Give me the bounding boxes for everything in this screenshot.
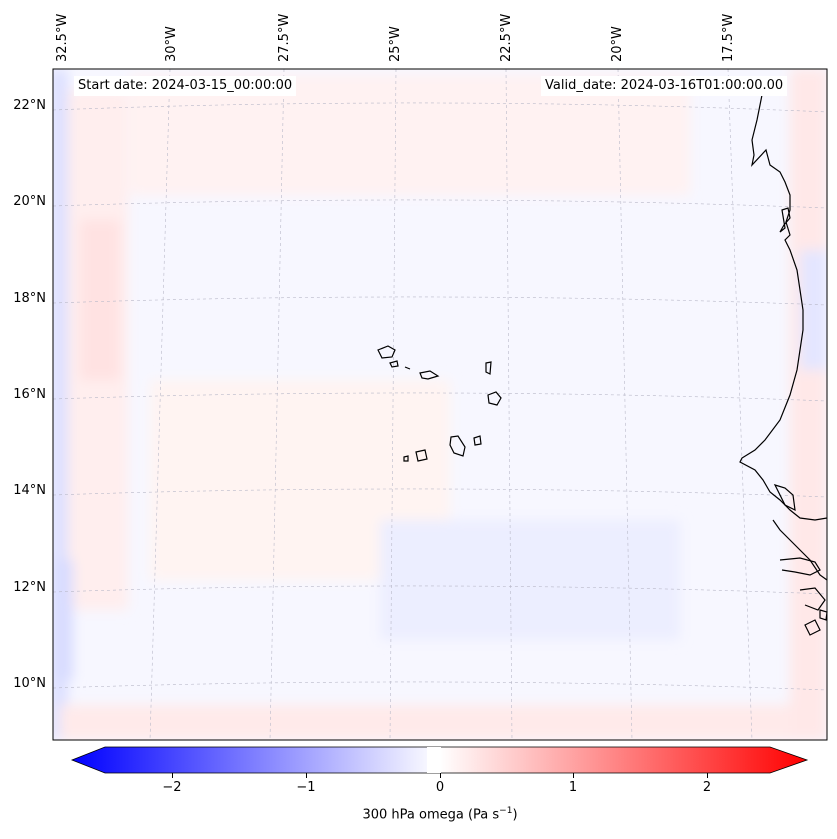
island-brava	[403, 455, 409, 462]
island-maio	[473, 435, 482, 446]
colorbar-tick-label: 1	[568, 780, 578, 795]
lat-label-18n: 18°N	[13, 291, 46, 306]
gridline-lon-27-5w	[269, 69, 285, 740]
gridline-lon-25w	[389, 69, 397, 740]
gridline-lat-20n	[53, 199, 827, 209]
coast-africa	[739, 89, 828, 521]
omega-pos-east-band	[790, 69, 827, 740]
coast-bissau	[799, 587, 826, 611]
lat-label-16n: 16°N	[13, 387, 46, 402]
colorbar-tickmark-2	[707, 773, 708, 778]
lat-label-20n: 20°N	[13, 194, 46, 209]
gridline-lat-22n	[53, 102, 827, 113]
colorbar-tick-label: 2	[702, 780, 712, 795]
colorbar-label: 300 hPa omega (Pa s−1)	[0, 806, 837, 822]
omega-neg-east-corner	[800, 250, 827, 370]
graticule	[53, 69, 827, 740]
island-boa-vista	[487, 391, 502, 406]
colorbar-tick-label: 0	[435, 780, 445, 795]
island-sal	[485, 361, 492, 375]
gridline-lat-16n	[53, 392, 827, 402]
island-sao-vicente	[389, 360, 399, 368]
coast-africa-south	[772, 519, 828, 581]
colorbar-tickmark-m1	[306, 773, 307, 778]
island-santa-luzia	[404, 366, 411, 370]
colorbar-tick-label: −1	[296, 780, 316, 795]
lat-label-22n: 22°N	[13, 98, 46, 113]
omega-field	[53, 69, 827, 740]
omega-neg-sw-corner	[53, 560, 73, 680]
coast-banc-arguin	[779, 207, 791, 233]
omega-neg-south	[380, 520, 680, 640]
gridline-lat-10n	[53, 681, 827, 691]
gridline-lat-18n	[53, 296, 827, 306]
colorbar-tick-label: −2	[162, 780, 182, 795]
gridline-lat-14n	[53, 488, 827, 498]
island-santo-antao	[377, 345, 396, 359]
omega-pos-south-edge	[60, 705, 827, 740]
island-fogo	[415, 449, 428, 462]
colorbar-label-text: 300 hPa omega (Pa s	[362, 807, 500, 823]
gridline-lon-30w	[149, 69, 171, 740]
gridline-lon-22-5w	[505, 69, 513, 740]
coast-dakar	[773, 484, 796, 512]
colorbar-tickmark-m2	[172, 773, 173, 778]
colorbar-tickmark-1	[573, 773, 574, 778]
island-santiago	[449, 435, 466, 457]
colorbar-label-unit-exponent: −1	[499, 806, 513, 816]
valid-date-label: Valid_date: 2024-03-16T01:00:00.00	[541, 76, 788, 96]
lat-label-10n: 10°N	[13, 676, 46, 691]
colorbar-tickmark-0	[440, 773, 441, 778]
gridline-lat-12n	[53, 585, 827, 595]
colorbar-white-center	[427, 747, 441, 773]
coastlines	[377, 89, 828, 636]
gridline-lon-20w	[617, 69, 633, 740]
gridline-lon-17-5w	[727, 69, 753, 740]
lat-label-12n: 12°N	[13, 580, 46, 595]
map-frame	[52, 68, 828, 741]
start-date-label: Start date: 2024-03-15_00:00:00	[74, 76, 297, 96]
colorbar-label-close: )	[512, 807, 518, 823]
coast-gambia	[779, 557, 821, 576]
coast-islands-east	[804, 609, 828, 636]
island-sao-nicolau	[419, 370, 440, 380]
lat-label-14n: 14°N	[13, 483, 46, 498]
colorbar	[70, 746, 809, 774]
omega-pos-west-core	[80, 220, 120, 380]
